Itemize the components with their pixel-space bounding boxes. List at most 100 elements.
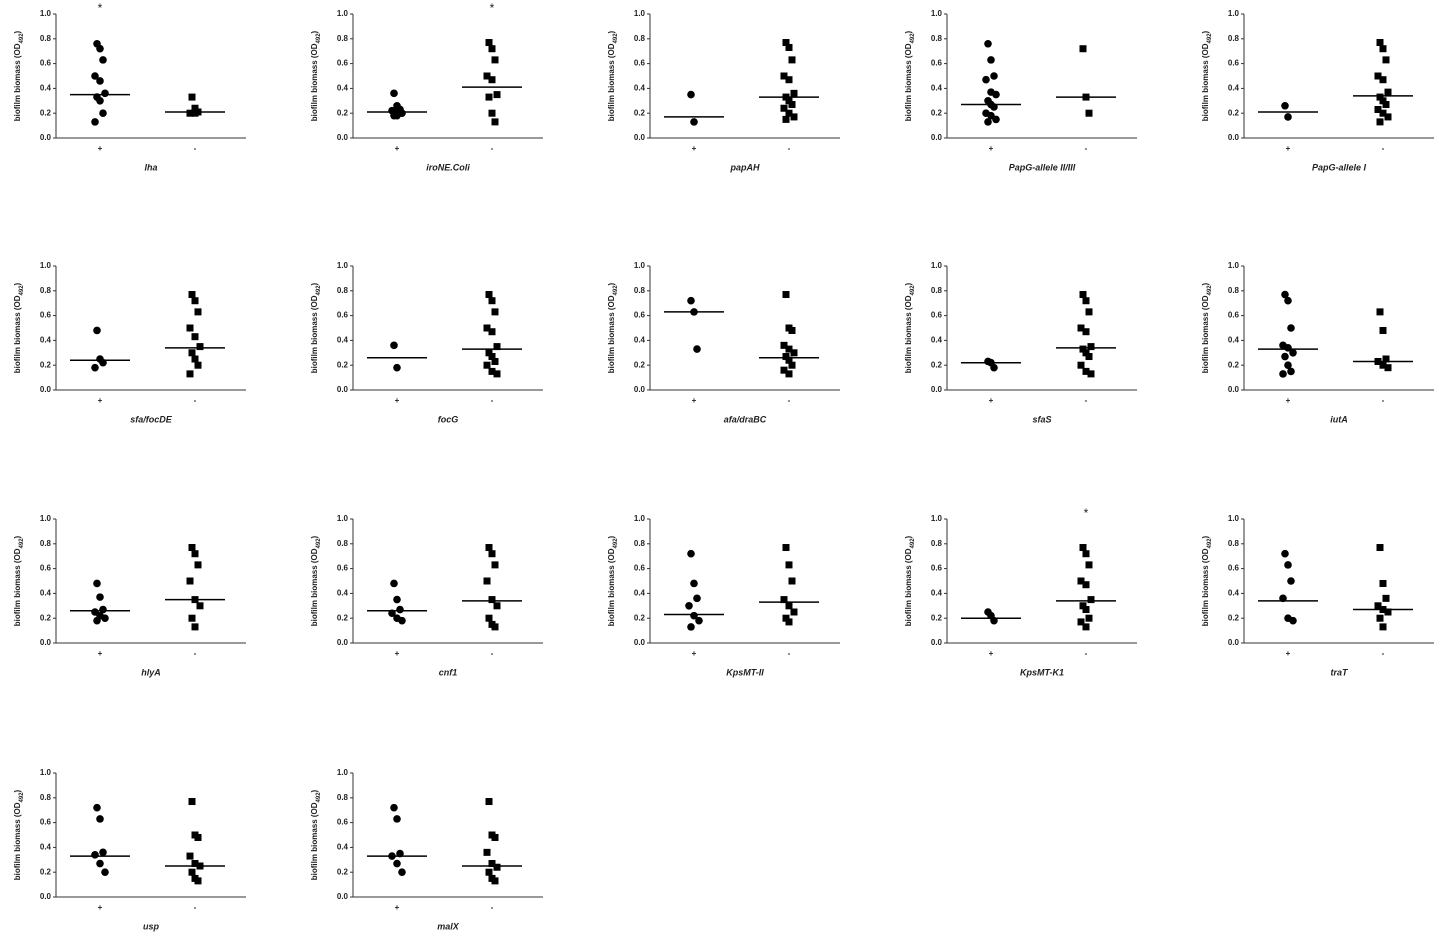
y-axis-label-part: 492 — [613, 285, 619, 296]
data-point — [91, 851, 99, 859]
y-tick-label: 0.4 — [931, 589, 943, 598]
y-axis-label-part: biofilm biomass (OD — [13, 802, 22, 880]
data-point — [1284, 296, 1292, 305]
data-point — [390, 803, 398, 812]
data-point — [1289, 349, 1297, 357]
y-tick-label: 1.0 — [1228, 514, 1240, 523]
y-axis-label-part: 492 — [613, 538, 619, 549]
y-tick-label: 1.0 — [40, 768, 52, 777]
data-point — [1082, 367, 1090, 375]
x-tick-label: + — [98, 903, 103, 912]
x-tick-label: + — [98, 649, 103, 658]
data-point — [1384, 608, 1392, 616]
data-point — [785, 618, 793, 626]
data-point — [483, 361, 491, 369]
y-axis-label: biofilm biomass (OD492) — [13, 282, 24, 373]
data-point — [984, 39, 992, 48]
data-point — [488, 550, 496, 558]
y-axis-label-part: biofilm biomass (OD — [13, 548, 22, 626]
y-tick-label: 0.8 — [1228, 539, 1240, 548]
x-tick-label: - — [1382, 649, 1385, 658]
data-point — [780, 104, 788, 112]
data-point — [491, 833, 499, 841]
y-tick-label: 0.6 — [40, 564, 52, 573]
panel: 0.0 0.2 0.4 0.6 0.8 1.0 biofilm biomass (OD492… — [904, 9, 1137, 172]
y-tick-label: 0.0 — [40, 638, 52, 647]
y-axis-label: biofilm biomass (OD492) — [1201, 535, 1212, 626]
data-point — [1379, 579, 1387, 587]
y-tick-label: 1.0 — [634, 514, 646, 523]
data-point — [96, 44, 104, 53]
y-tick-label: 0.0 — [337, 638, 349, 647]
x-tick-label: - — [788, 396, 791, 405]
y-axis-label-part: biofilm biomass (OD — [310, 295, 319, 373]
y-axis-label-part: ) — [904, 282, 913, 285]
y-axis-label-part: ) — [1201, 30, 1210, 33]
data-point — [1085, 353, 1093, 361]
data-point — [785, 109, 793, 117]
data-point — [1087, 596, 1095, 604]
data-point — [780, 366, 788, 374]
y-tick-label: 0.6 — [634, 59, 646, 68]
y-tick-label: 0.2 — [1228, 613, 1240, 622]
y-tick-label: 0.8 — [931, 34, 943, 43]
y-axis-label-part: biofilm biomass (OD — [1201, 295, 1210, 373]
data-point — [790, 349, 798, 357]
data-point — [1281, 549, 1289, 558]
y-tick-label: 0.8 — [40, 793, 52, 802]
y-axis-label-part: ) — [13, 535, 22, 538]
y-tick-label: 0.8 — [634, 286, 646, 295]
y-tick-label: 0.4 — [634, 84, 646, 93]
y-axis-label-part: ) — [1201, 535, 1210, 538]
y-tick-label: 0.4 — [337, 84, 349, 93]
y-tick-label: 0.2 — [337, 108, 349, 117]
data-point — [1079, 291, 1087, 299]
data-point — [687, 623, 695, 631]
data-point — [188, 544, 196, 552]
data-point — [1376, 39, 1384, 47]
data-point — [493, 370, 501, 378]
x-tick-label: - — [491, 903, 494, 912]
data-point — [1382, 594, 1390, 602]
data-point — [1087, 343, 1095, 351]
data-point — [790, 608, 798, 616]
data-point — [1382, 355, 1390, 363]
data-point — [491, 357, 499, 365]
y-tick-label: 0.4 — [40, 843, 52, 852]
y-tick-label: 0.2 — [337, 613, 349, 622]
data-point — [91, 363, 99, 372]
data-point — [788, 577, 796, 585]
x-tick-label: + — [395, 903, 400, 912]
y-tick-label: 0.0 — [1228, 133, 1240, 142]
data-point — [990, 72, 998, 80]
data-point — [488, 596, 496, 604]
y-tick-label: 0.0 — [931, 133, 943, 142]
y-axis-label-part: biofilm biomass (OD — [607, 43, 616, 121]
y-tick-label: 0.8 — [1228, 34, 1240, 43]
x-axis-label: iroNE.Coli — [426, 162, 470, 172]
x-axis-label: sfa/focDE — [130, 414, 173, 424]
data-point — [483, 72, 491, 80]
data-point — [485, 39, 493, 47]
y-tick-label: 0.2 — [1228, 108, 1240, 117]
x-tick-label: + — [98, 144, 103, 153]
y-axis-label-part: biofilm biomass (OD — [13, 295, 22, 373]
panel: 0.0 0.2 0.4 0.6 0.8 1.0 biofilm biomass (OD492… — [13, 261, 246, 424]
x-axis-label: sfaS — [1032, 414, 1051, 424]
y-tick-label: 0.6 — [1228, 59, 1240, 68]
y-tick-label: 0.4 — [931, 84, 943, 93]
data-point — [788, 101, 796, 109]
data-point — [186, 852, 194, 860]
y-tick-label: 1.0 — [931, 514, 943, 523]
y-tick-label: 0.0 — [1228, 638, 1240, 647]
data-point — [188, 93, 196, 101]
y-axis-label-part: ) — [904, 30, 913, 33]
data-point — [1079, 45, 1087, 53]
data-point — [191, 297, 199, 305]
x-tick-label: - — [491, 144, 494, 153]
x-axis-label: papAH — [730, 162, 761, 172]
y-tick-label: 0.6 — [931, 59, 943, 68]
y-tick-label: 0.0 — [931, 638, 943, 647]
data-point — [1077, 324, 1085, 332]
